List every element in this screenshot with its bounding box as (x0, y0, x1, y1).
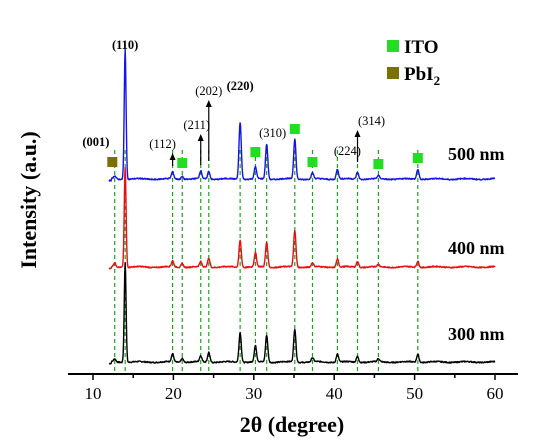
peak-annotation: (224) (334, 144, 361, 158)
ito-marker (177, 158, 188, 168)
trace-500-nm (108, 48, 496, 182)
ito-marker (373, 159, 384, 169)
peak-annotation: (110) (112, 38, 138, 52)
peak-annotation: (001) (82, 135, 109, 149)
series-labels: 300 nm 400 nm 500 nm (448, 144, 505, 344)
annotation-arrow-head (205, 100, 212, 107)
peak-annotation: (112) (149, 137, 176, 151)
ito-marker (250, 147, 261, 157)
peak-annotation: (314) (358, 114, 385, 128)
x-tick-label: 60 (487, 384, 504, 403)
peak-annotations: (001) (110) (112) (211) (202) (220) (310) (224)… (82, 38, 385, 166)
x-tick-label: 40 (326, 384, 343, 403)
peak-annotation: (202) (195, 84, 222, 98)
legend-ito-label: ITO (404, 37, 439, 58)
annotation-arrow-head (354, 130, 361, 137)
x-axis-title: 2θ (degree) (240, 412, 345, 437)
legend-pbi2-marker (387, 67, 399, 79)
trace-300-nm (108, 261, 496, 365)
legend: ITO PbI2 (387, 37, 440, 88)
x-tick-label: 30 (245, 384, 262, 403)
series-label: 400 nm (448, 238, 505, 258)
annotation-arrow-head (169, 153, 176, 160)
markers (107, 124, 423, 169)
x-tick-label: 20 (165, 384, 182, 403)
x-tick-label: 50 (406, 384, 423, 403)
peak-annotation: (310) (259, 126, 286, 140)
y-axis-title: Intensity (a.u.) (16, 131, 41, 269)
x-tick-label: 10 (85, 384, 102, 403)
trace-400-nm (108, 166, 496, 270)
legend-ito-marker (387, 40, 399, 52)
ito-marker (289, 124, 300, 134)
traces (108, 48, 496, 365)
x-ticks: 10 20 30 40 50 60 (85, 374, 504, 403)
peak-annotation: (220) (227, 79, 254, 93)
pbi2-marker (107, 157, 118, 167)
peak-annotation: (211) (183, 118, 210, 132)
series-label: 500 nm (448, 144, 505, 164)
series-label: 300 nm (448, 324, 505, 344)
annotation-arrow-head (197, 134, 204, 141)
legend-pbi2-main: PbI (404, 64, 434, 85)
ito-marker (412, 153, 423, 163)
ito-marker (307, 157, 318, 167)
legend-pbi2-subscript: 2 (434, 73, 441, 88)
legend-pbi2-label: PbI2 (404, 64, 440, 88)
